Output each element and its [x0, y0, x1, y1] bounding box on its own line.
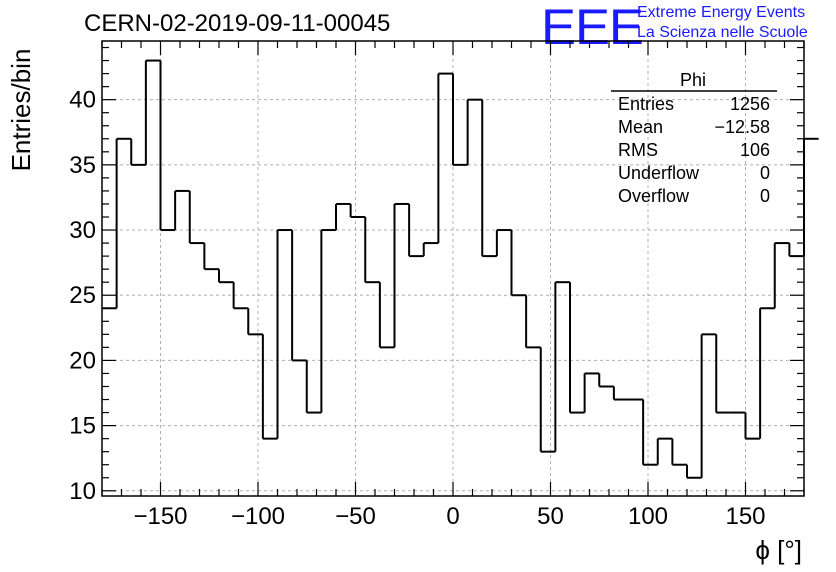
- stats-label: Underflow: [618, 163, 700, 183]
- stats-label: RMS: [618, 140, 658, 160]
- stats-label: Overflow: [618, 186, 690, 206]
- x-tick-label: 100: [628, 503, 668, 530]
- y-tick-label: 25: [69, 282, 96, 309]
- stats-name: Phi: [680, 70, 706, 90]
- x-axis-label: ϕ [°]: [755, 535, 802, 565]
- y-axis-label: Entries/bin: [6, 49, 36, 172]
- x-tick-label: −150: [133, 503, 187, 530]
- y-tick-label: 20: [69, 347, 96, 374]
- stats-label: Entries: [618, 94, 674, 114]
- y-tick-label: 15: [69, 413, 96, 440]
- stats-value: 0: [760, 163, 770, 183]
- histogram-bars: [102, 59, 819, 479]
- y-tick-label: 10: [69, 478, 96, 505]
- axis-ticks: [101, 41, 805, 496]
- y-tick-label: 35: [69, 152, 96, 179]
- stats-value: 106: [740, 140, 770, 160]
- x-tick-label: −100: [231, 503, 285, 530]
- x-tick-label: 50: [537, 503, 564, 530]
- stats-label: Mean: [618, 117, 663, 137]
- x-tick-label: 150: [725, 503, 765, 530]
- run-title: CERN-02-2019-09-11-00045: [84, 10, 391, 37]
- y-tick-label: 40: [69, 87, 96, 114]
- stats-value: 0: [760, 186, 770, 206]
- eee-logo: EEE: [541, 0, 644, 55]
- x-tick-label: −50: [335, 503, 376, 530]
- stats-rows: Entries 1256 Mean −12.58 RMS 106 Underflow 0 Ove…: [618, 94, 770, 206]
- stats-box: Phi Entries 1256 Mean −12.58 RMS 106 Underflow…: [611, 70, 777, 206]
- x-tick-label: 0: [446, 503, 459, 530]
- y-tick-label: 30: [69, 217, 96, 244]
- logo-line-2: La Scienza nelle Scuole: [637, 24, 808, 41]
- stats-value: −12.58: [714, 117, 770, 137]
- tick-labels: −150 −100 −50 0 50 100 150 10 15 20 25 30 35 40: [69, 87, 765, 530]
- logo-line-1: Extreme Energy Events: [637, 4, 806, 21]
- stats-value: 1256: [730, 94, 770, 114]
